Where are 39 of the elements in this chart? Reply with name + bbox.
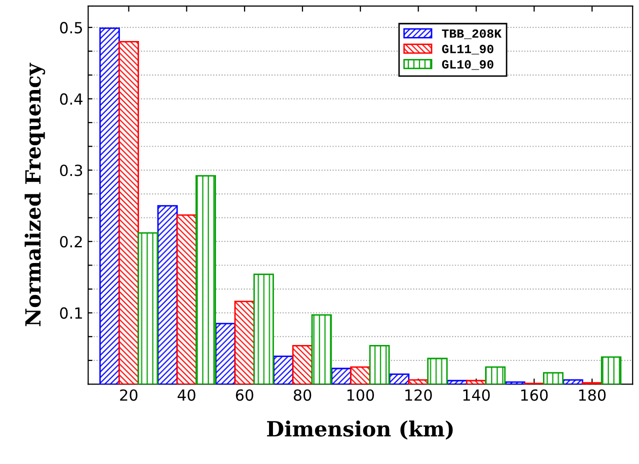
x-tick-label: 60 — [236, 389, 254, 401]
x-tick-label: 160 — [521, 389, 548, 401]
y-axis-title: Normalized Frequency — [24, 62, 46, 326]
x-tick-label: 140 — [463, 389, 490, 401]
bar — [485, 366, 506, 384]
bar — [118, 41, 139, 384]
y-tick-label: 0.3 — [60, 164, 82, 176]
bar — [196, 175, 216, 384]
bar — [427, 358, 448, 384]
bar — [388, 374, 410, 384]
bar — [99, 27, 120, 384]
y-tick-label: 0.5 — [60, 22, 82, 34]
y-tick-label: 0.1 — [60, 307, 82, 319]
x-tick-label: 80 — [294, 389, 312, 401]
x-tick-label: 40 — [178, 389, 196, 401]
bar — [543, 372, 564, 384]
bar — [562, 379, 584, 384]
x-tick-label: 120 — [405, 389, 432, 401]
x-axis-title: Dimension (km) — [267, 420, 453, 440]
bar — [234, 300, 255, 384]
legend-label: GL11_90 — [442, 44, 494, 54]
bar — [369, 344, 390, 384]
bar — [292, 344, 313, 384]
bar — [138, 232, 158, 384]
bar — [311, 314, 332, 384]
x-tick-label: 100 — [347, 389, 374, 401]
bar — [600, 356, 622, 384]
bar — [408, 379, 429, 384]
x-tick-label: 20 — [120, 389, 138, 401]
bar — [253, 274, 274, 384]
x-tick-label: 180 — [579, 389, 606, 401]
bar — [215, 322, 236, 384]
legend-label: GL10_90 — [442, 60, 494, 70]
y-tick-label: 0.2 — [60, 236, 82, 248]
bar — [176, 214, 197, 384]
bar — [350, 366, 371, 384]
legend-label: TBB_208K — [442, 29, 502, 40]
y-tick-label: 0.4 — [60, 93, 82, 105]
bar — [157, 205, 178, 384]
